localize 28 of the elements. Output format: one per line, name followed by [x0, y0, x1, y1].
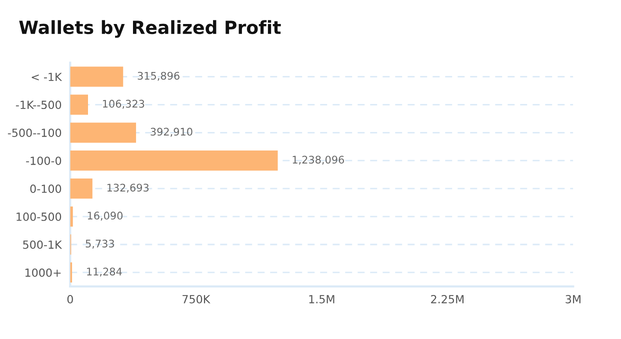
data-label: 106,323	[103, 100, 144, 109]
x-tick-label: 1.5M	[309, 295, 334, 304]
bar	[70, 94, 88, 115]
bar	[70, 150, 278, 171]
data-label: 132,693	[107, 184, 149, 193]
data-label: 392,910	[150, 128, 192, 137]
data-label: 315,896	[138, 72, 180, 81]
x-tick-label: 3M	[566, 294, 580, 304]
data-label: 1,238,096	[292, 156, 344, 165]
y-tick-label: -1K--500	[16, 100, 62, 110]
y-tick-label: < -1K	[32, 72, 62, 81]
bar	[70, 122, 136, 143]
data-label: 16,090	[88, 212, 123, 221]
data-label: 11,284	[87, 268, 122, 277]
data-label: 5,733	[86, 240, 114, 249]
bar	[70, 178, 92, 199]
x-tick-label: 2.25M	[431, 294, 464, 304]
y-tick-label: 100-500	[16, 212, 62, 221]
bar	[70, 66, 124, 87]
y-tick-label: 500-1K	[23, 240, 62, 249]
x-tick-label: 0	[67, 294, 73, 304]
y-tick-label: 0-100	[30, 184, 62, 193]
bar	[70, 206, 73, 227]
y-tick-label: -500--100	[8, 128, 62, 138]
y-tick-label: -100-0	[26, 156, 62, 165]
x-tick-label: 750K	[182, 294, 210, 304]
y-tick-label: 1000+	[25, 268, 61, 277]
chart-title: Wallets by Realized Profit	[19, 20, 281, 38]
